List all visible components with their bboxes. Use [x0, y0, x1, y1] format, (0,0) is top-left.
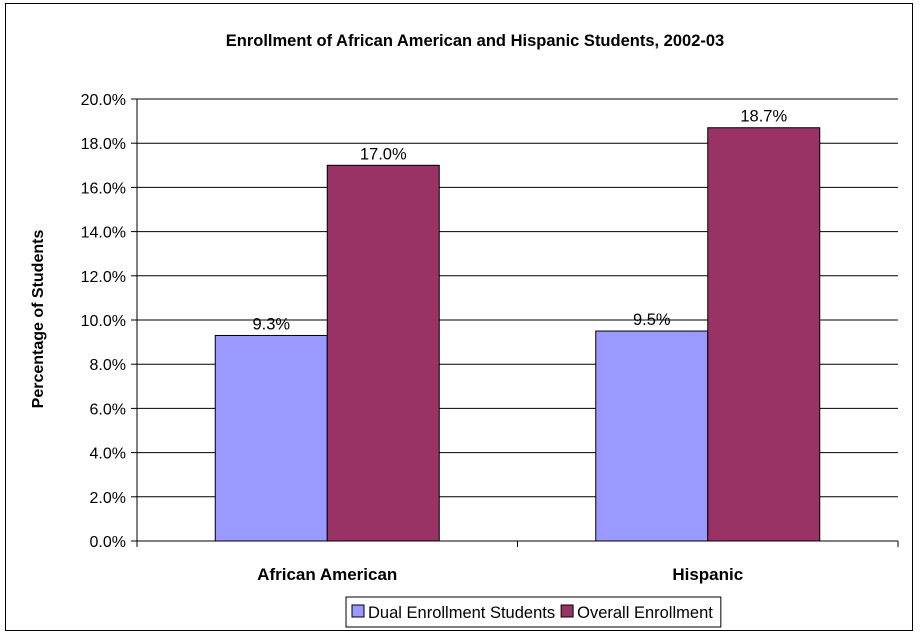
y-tick-label: 16.0% [81, 180, 126, 197]
x-category-labels: African American Hispanic [257, 565, 743, 584]
y-tick-label: 14.0% [81, 225, 126, 242]
y-tick-label: 12.0% [81, 269, 126, 286]
data-label: 17.0% [360, 145, 407, 163]
x-category-label: Hispanic [672, 565, 743, 584]
y-axis-label: Percentage of Students [30, 230, 47, 409]
data-labels: 9.3% 17.0% 9.5% 18.7% [252, 108, 787, 334]
y-tick-label: 0.0% [90, 534, 126, 551]
y-tick-label: 10.0% [81, 313, 126, 330]
data-label: 9.5% [633, 311, 671, 329]
legend-entry: Overall Enrollment [577, 604, 713, 622]
legend-swatch [351, 604, 365, 618]
legend-box [345, 596, 722, 628]
y-tick-label: 2.0% [90, 490, 126, 507]
bar [214, 334, 328, 542]
y-tick-labels: 0.0% 2.0% 4.0% 6.0% 8.0% 10.0% 12.0% 14.0% 16.0%… [81, 92, 137, 551]
data-label: 9.3% [252, 315, 290, 333]
bar [595, 330, 709, 542]
bar [707, 127, 821, 542]
legend: Dual Enrollment Students Overall Enrollme… [345, 596, 722, 628]
bar [326, 164, 440, 542]
data-label: 18.7% [740, 108, 787, 126]
y-tick-label: 4.0% [90, 446, 126, 463]
y-tick-label: 6.0% [90, 401, 126, 418]
chart-title: Enrollment of African American and Hispa… [226, 32, 725, 50]
legend-entry: Dual Enrollment Students [368, 604, 555, 622]
y-tick-label: 20.0% [81, 92, 126, 109]
x-category-label: African American [257, 565, 397, 584]
y-tick-label: 8.0% [90, 357, 126, 374]
bars-group [214, 127, 821, 542]
y-tick-label: 18.0% [81, 136, 126, 153]
legend-swatch [560, 604, 574, 618]
